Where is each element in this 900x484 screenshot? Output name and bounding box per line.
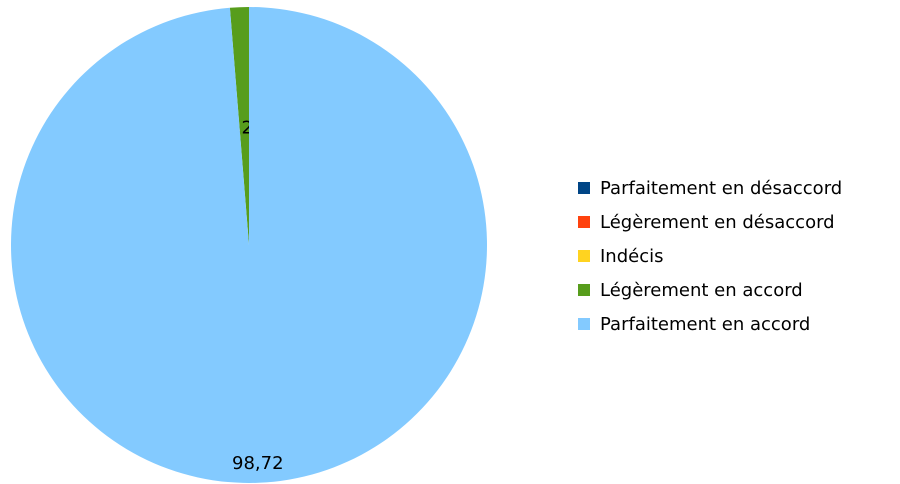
legend-label: Parfaitement en accord <box>600 314 811 335</box>
legend-item: Légèrement en accord <box>578 278 898 304</box>
legend-item: Parfaitement en désaccord <box>578 176 898 202</box>
legend-swatch <box>578 216 590 228</box>
legend-swatch <box>578 284 590 296</box>
pie-slice <box>11 7 488 484</box>
legend-swatch <box>578 250 590 262</box>
legend-item: Indécis <box>578 244 898 270</box>
legend-label: Indécis <box>600 246 664 267</box>
data-label: 98,72 <box>232 453 284 474</box>
legend: Parfaitement en désaccord Légèrement en d… <box>578 176 898 346</box>
legend-label: Parfaitement en désaccord <box>600 178 843 199</box>
pie-slice <box>229 7 249 245</box>
legend-swatch <box>578 182 590 194</box>
legend-label: Légèrement en désaccord <box>600 212 835 233</box>
legend-item: Parfaitement en accord <box>578 312 898 338</box>
legend-item: Légèrement en désaccord <box>578 210 898 236</box>
legend-label: Légèrement en accord <box>600 280 803 301</box>
legend-swatch <box>578 318 590 330</box>
